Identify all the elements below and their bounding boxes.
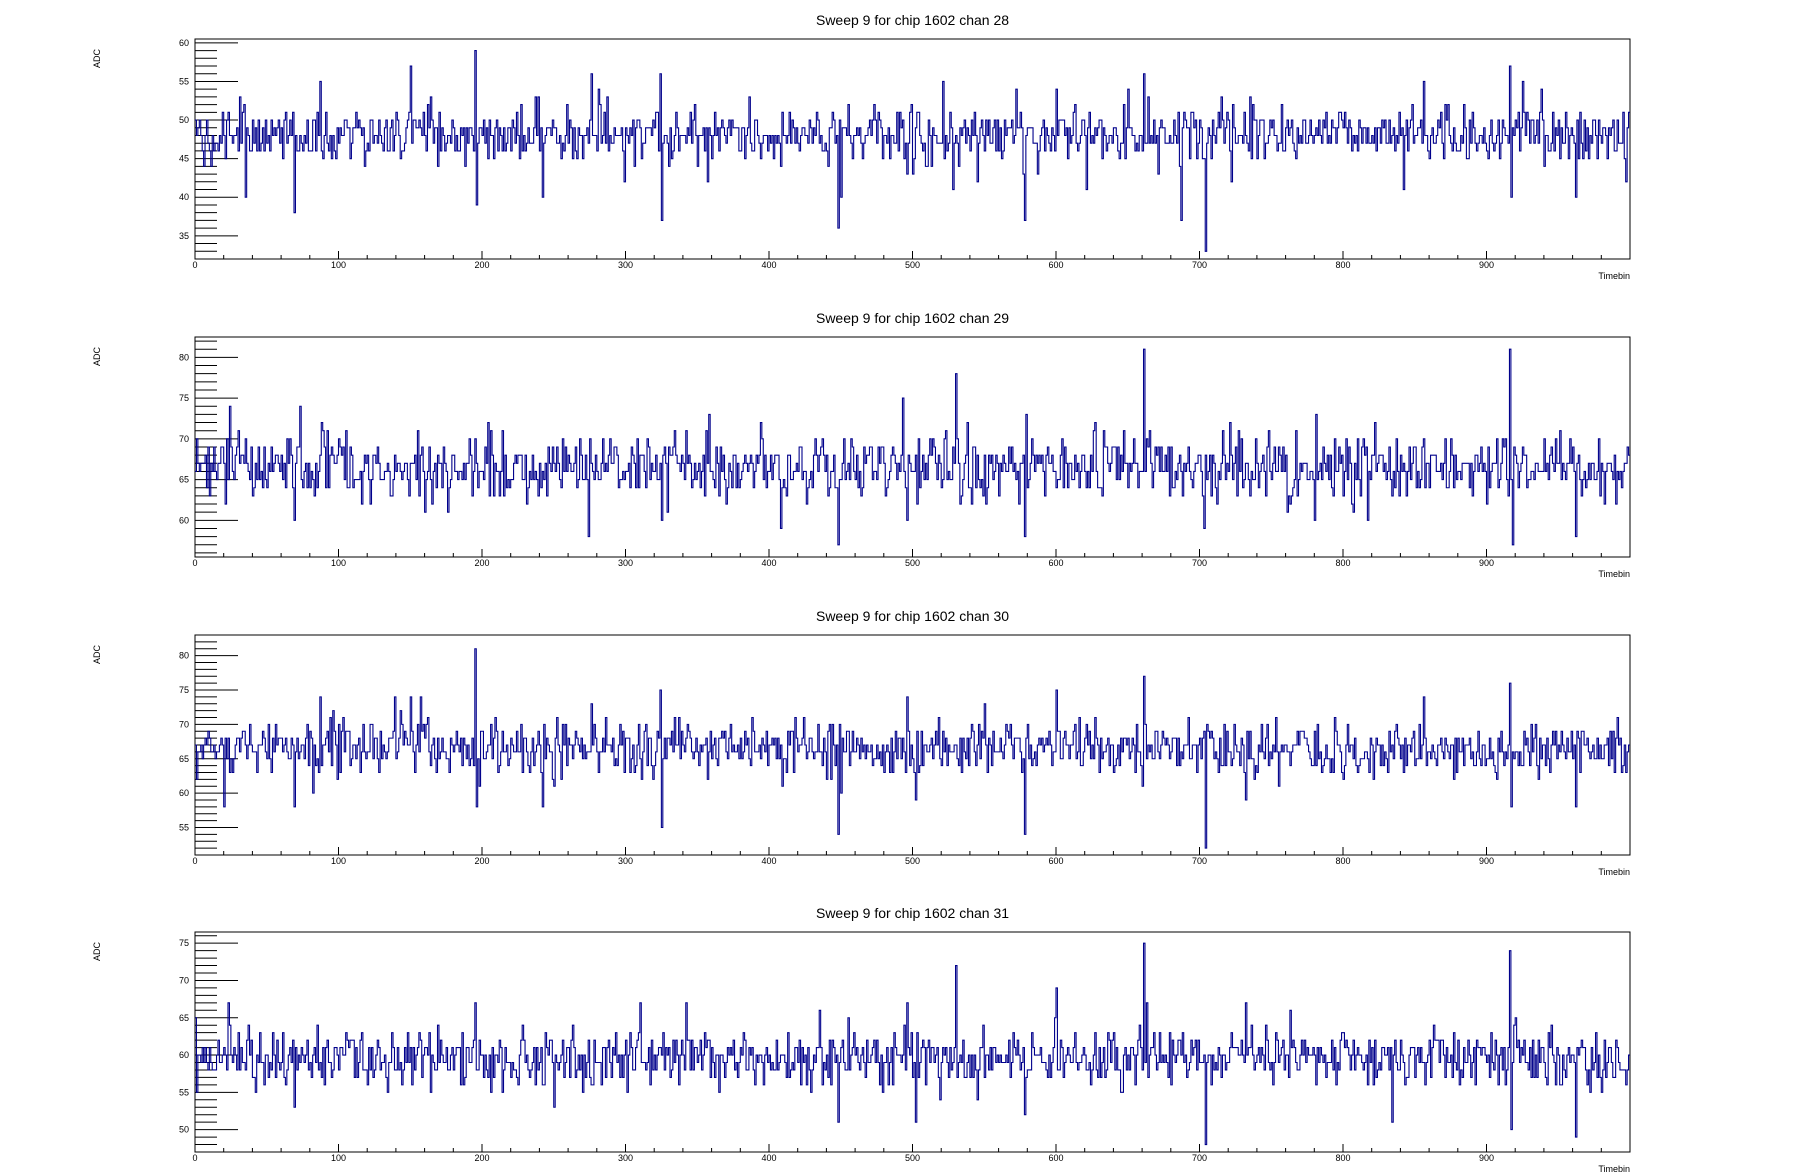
y-tick-label: 70 xyxy=(179,975,189,985)
x-tick-label: 400 xyxy=(761,1153,776,1163)
x-axis-label: Timebin xyxy=(1598,1164,1630,1172)
chart-title: Sweep 9 for chip 1602 chan 28 xyxy=(816,12,1009,28)
y-tick-label: 60 xyxy=(179,38,189,48)
x-tick-label: 700 xyxy=(1192,558,1207,568)
chart-panel-3: Sweep 9 for chip 1602 chan 31 ADC Timebin 0… xyxy=(92,905,1631,1172)
x-tick-label: 900 xyxy=(1479,856,1494,866)
adc-trace-series xyxy=(195,648,1630,849)
y-axis-label: ADC xyxy=(92,347,102,367)
x-tick-label: 300 xyxy=(618,260,633,270)
x-tick-label: 400 xyxy=(761,558,776,568)
x-tick-label: 900 xyxy=(1479,260,1494,270)
x-tick-label: 500 xyxy=(905,260,920,270)
y-tick-label: 80 xyxy=(179,651,189,661)
y-tick-label: 50 xyxy=(179,1125,189,1135)
adc-trace-series xyxy=(195,348,1630,546)
chart-title: Sweep 9 for chip 1602 chan 29 xyxy=(816,310,1009,326)
y-tick-label: 45 xyxy=(179,154,189,164)
y-axis-label: ADC xyxy=(92,942,102,962)
x-tick-label: 600 xyxy=(1048,260,1063,270)
x-tick-label: 100 xyxy=(331,856,346,866)
x-tick-label: 700 xyxy=(1192,856,1207,866)
x-tick-label: 200 xyxy=(474,856,489,866)
x-tick-label: 0 xyxy=(192,558,197,568)
x-tick-label: 600 xyxy=(1048,856,1063,866)
x-tick-label: 300 xyxy=(618,856,633,866)
y-tick-label: 75 xyxy=(179,938,189,948)
y-tick-label: 65 xyxy=(179,475,189,485)
y-tick-label: 80 xyxy=(179,352,189,362)
x-tick-label: 900 xyxy=(1479,558,1494,568)
x-tick-label: 700 xyxy=(1192,260,1207,270)
y-tick-label: 40 xyxy=(179,192,189,202)
y-tick-label: 55 xyxy=(179,76,189,86)
y-tick-label: 60 xyxy=(179,1050,189,1060)
x-axis-label: Timebin xyxy=(1598,271,1630,281)
x-tick-label: 200 xyxy=(474,1153,489,1163)
y-tick-label: 35 xyxy=(179,231,189,241)
y-tick-label: 70 xyxy=(179,719,189,729)
x-tick-label: 100 xyxy=(331,1153,346,1163)
y-tick-label: 65 xyxy=(179,754,189,764)
chart-panel-2: Sweep 9 for chip 1602 chan 30 ADC Timebin 0… xyxy=(92,608,1631,877)
y-tick-label: 60 xyxy=(179,515,189,525)
x-tick-label: 100 xyxy=(331,558,346,568)
x-tick-label: 500 xyxy=(905,1153,920,1163)
adc-trace-series xyxy=(195,942,1630,1146)
y-tick-label: 50 xyxy=(179,115,189,125)
y-tick-label: 70 xyxy=(179,434,189,444)
x-tick-label: 500 xyxy=(905,558,920,568)
x-tick-label: 500 xyxy=(905,856,920,866)
x-tick-label: 900 xyxy=(1479,1153,1494,1163)
y-tick-label: 75 xyxy=(179,685,189,695)
y-axis-label: ADC xyxy=(92,49,102,69)
y-tick-label: 55 xyxy=(179,1087,189,1097)
x-axis-label: Timebin xyxy=(1598,867,1630,877)
adc-trace-series xyxy=(195,50,1630,252)
x-tick-label: 0 xyxy=(192,260,197,270)
y-tick-label: 65 xyxy=(179,1013,189,1023)
x-tick-label: 800 xyxy=(1335,1153,1350,1163)
x-tick-label: 700 xyxy=(1192,1153,1207,1163)
x-tick-label: 800 xyxy=(1335,558,1350,568)
y-tick-label: 55 xyxy=(179,823,189,833)
chart-title: Sweep 9 for chip 1602 chan 30 xyxy=(816,608,1009,624)
x-tick-label: 600 xyxy=(1048,558,1063,568)
x-tick-label: 0 xyxy=(192,1153,197,1163)
x-tick-label: 400 xyxy=(761,856,776,866)
x-tick-label: 300 xyxy=(618,1153,633,1163)
x-tick-label: 200 xyxy=(474,558,489,568)
x-tick-label: 0 xyxy=(192,856,197,866)
x-tick-label: 200 xyxy=(474,260,489,270)
chart-title: Sweep 9 for chip 1602 chan 31 xyxy=(816,905,1009,921)
chart-panel-1: Sweep 9 for chip 1602 chan 29 ADC Timebin 0… xyxy=(92,310,1631,579)
x-tick-label: 600 xyxy=(1048,1153,1063,1163)
x-tick-label: 400 xyxy=(761,260,776,270)
y-axis-label: ADC xyxy=(92,645,102,665)
y-tick-label: 60 xyxy=(179,788,189,798)
x-tick-label: 800 xyxy=(1335,260,1350,270)
x-tick-label: 800 xyxy=(1335,856,1350,866)
x-tick-label: 100 xyxy=(331,260,346,270)
chart-panel-0: Sweep 9 for chip 1602 chan 28 ADC Timebin 0… xyxy=(92,12,1631,281)
y-tick-label: 75 xyxy=(179,393,189,403)
x-tick-label: 300 xyxy=(618,558,633,568)
x-axis-label: Timebin xyxy=(1598,569,1630,579)
